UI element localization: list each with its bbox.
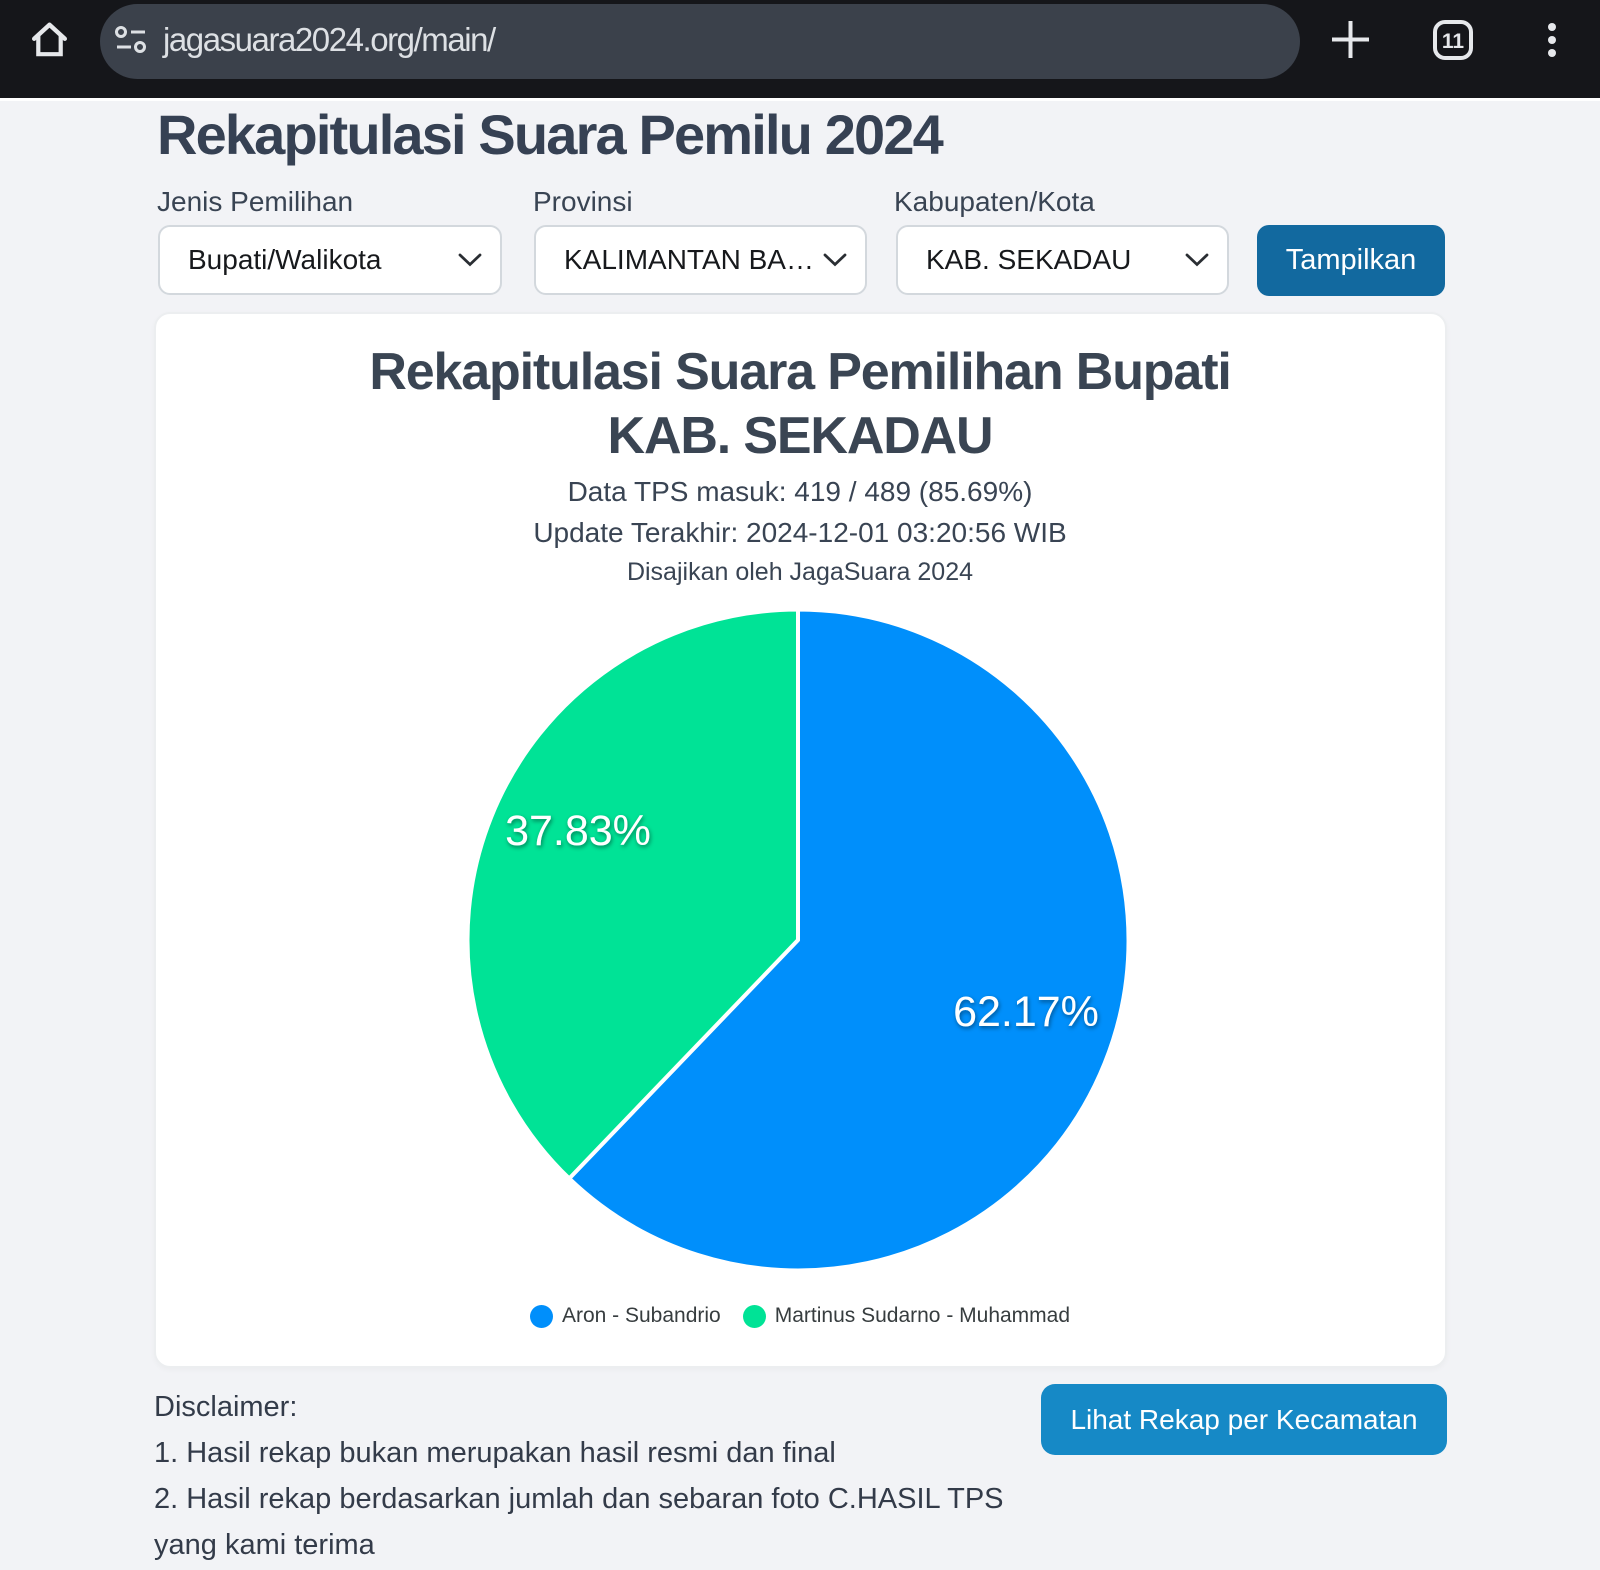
svg-text:11: 11: [1442, 30, 1465, 53]
svg-text:37.83%: 37.83%: [505, 807, 651, 855]
svg-text:62.17%: 62.17%: [953, 988, 1099, 1036]
